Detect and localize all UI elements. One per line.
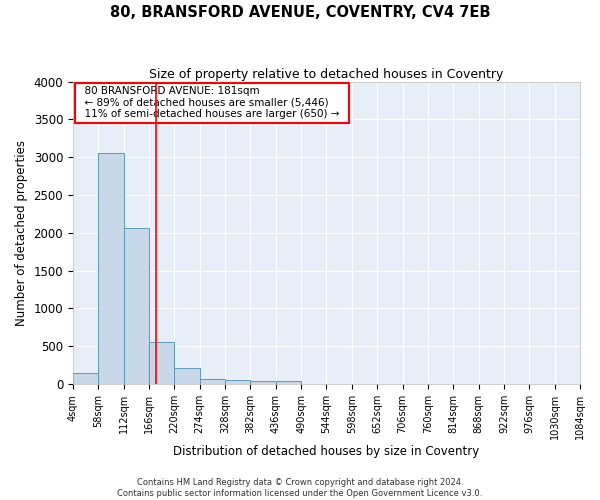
Bar [276, 380, 301, 384]
Bar [98, 152, 124, 384]
Y-axis label: Number of detached properties: Number of detached properties [15, 140, 28, 326]
Bar [124, 228, 149, 384]
Text: Contains HM Land Registry data © Crown copyright and database right 2024.
Contai: Contains HM Land Registry data © Crown c… [118, 478, 482, 498]
Bar [250, 380, 276, 384]
Text: 80, BRANSFORD AVENUE, COVENTRY, CV4 7EB: 80, BRANSFORD AVENUE, COVENTRY, CV4 7EB [110, 5, 490, 20]
X-axis label: Distribution of detached houses by size in Coventry: Distribution of detached houses by size … [173, 444, 479, 458]
Bar [149, 342, 175, 384]
Bar [175, 368, 200, 384]
Bar [73, 374, 98, 384]
Title: Size of property relative to detached houses in Coventry: Size of property relative to detached ho… [149, 68, 503, 80]
Bar [225, 380, 250, 384]
Bar [200, 378, 225, 384]
Text: 80 BRANSFORD AVENUE: 181sqm  
  ← 89% of detached houses are smaller (5,446)  
 : 80 BRANSFORD AVENUE: 181sqm ← 89% of det… [78, 86, 346, 120]
